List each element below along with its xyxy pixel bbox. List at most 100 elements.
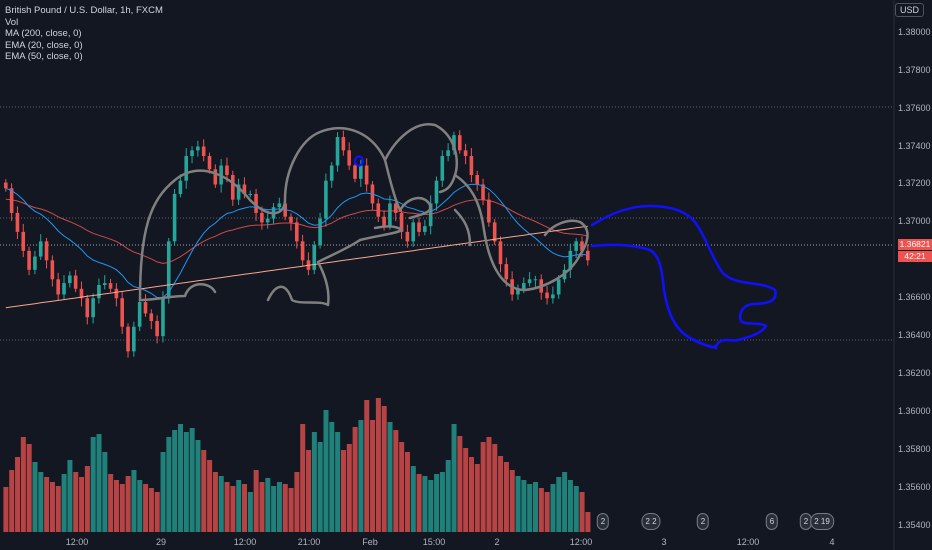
candle-body (236, 184, 241, 200)
event-marker[interactable]: 2 2 (641, 513, 661, 530)
candle-body (126, 326, 130, 352)
volume-bar (20, 437, 26, 532)
price-tick: 1.37000 (898, 216, 931, 227)
candle-body (393, 203, 398, 213)
legend-ma200[interactable]: MA (200, close, 0) (5, 28, 82, 39)
volume-bar (49, 482, 55, 532)
event-marker[interactable]: 2 19 (810, 513, 834, 530)
volume-bar (364, 400, 370, 532)
volume-bar (282, 484, 288, 532)
candle-body (254, 193, 258, 213)
volume-bar (562, 472, 568, 532)
candle-body (207, 156, 212, 170)
volume-bar (230, 486, 236, 532)
candle-body (178, 180, 183, 194)
candle-body (73, 275, 78, 289)
countdown-tag: 42:21 (898, 251, 932, 262)
candle-body (353, 165, 357, 179)
candle-body (417, 222, 421, 232)
candle-body (213, 169, 218, 185)
time-tick: 15:00 (422, 537, 446, 547)
gray-sketch-stroke (266, 238, 362, 307)
gray-sketch-stroke (453, 173, 589, 292)
volume-bar (381, 406, 387, 532)
event-marker[interactable]: 2 (696, 513, 710, 530)
volume-bar (538, 488, 544, 532)
volume-bar (79, 477, 85, 532)
candle-body (91, 298, 95, 318)
volume-bar (370, 420, 376, 532)
price-tick: 1.35400 (898, 519, 931, 530)
volume-bar (113, 480, 119, 532)
event-marker[interactable]: 2 (596, 513, 610, 530)
volume-bar (201, 450, 207, 532)
candle-body (568, 250, 573, 270)
volume-bar (410, 466, 416, 532)
candle-body (190, 150, 194, 157)
volume-bar (212, 472, 218, 532)
volume-bar (125, 476, 131, 532)
price-tick: 1.35600 (898, 481, 931, 492)
volume-bar (84, 466, 90, 532)
candle-body (446, 150, 450, 157)
price-tick: 1.36200 (898, 368, 931, 379)
candle-body (556, 279, 561, 295)
candle-body (359, 165, 363, 179)
blue-projection-upper (590, 204, 777, 349)
volume-bar (218, 476, 224, 532)
candle-body (527, 279, 532, 284)
volume-bar (67, 460, 73, 532)
volume-bar (108, 474, 114, 532)
gray-sketch-stroke (138, 127, 402, 302)
candle-body (50, 260, 55, 280)
price-tick: 1.37800 (898, 64, 931, 75)
volume-bar (469, 457, 474, 532)
volume-bar (428, 480, 434, 532)
volume-bar (503, 462, 509, 532)
candle-body (440, 156, 445, 181)
candle-body (38, 241, 43, 257)
volume-bar (131, 470, 137, 532)
legend-ema50[interactable]: EMA (50, close, 0) (5, 51, 83, 62)
volume-bar (73, 472, 79, 532)
volume-bar (242, 484, 248, 532)
legend-ema20[interactable]: EMA (20, close, 0) (5, 39, 83, 51)
time-tick: 12:00 (65, 537, 89, 547)
volume-bar (189, 428, 195, 532)
legend-vol[interactable]: Vol (5, 16, 19, 28)
candle-body (423, 226, 427, 232)
gray-sketch-stroke (383, 122, 459, 194)
candle-body (102, 283, 107, 285)
volume-bar (3, 487, 9, 532)
candle-body (498, 241, 503, 265)
candle-body (516, 288, 520, 295)
candle-body (329, 165, 334, 181)
candle-body (521, 283, 526, 289)
time-tick: 21:00 (297, 537, 321, 547)
volume-bar (492, 444, 498, 532)
candle-body (428, 203, 433, 227)
candle-body (108, 283, 113, 289)
currency-button[interactable]: USD (894, 3, 924, 17)
symbol-title[interactable]: British Pound / U.S. Dollar, 1h, FXCM (5, 5, 163, 16)
volume-bar (422, 476, 428, 532)
candle-body (184, 156, 189, 181)
time-tick: 12:00 (736, 537, 760, 547)
volume-bar (306, 450, 312, 532)
volume-bar (96, 434, 102, 532)
last-price-tag: 1.36821 (898, 239, 932, 250)
price-tick: 1.36400 (898, 330, 931, 341)
candle-body (56, 279, 60, 295)
candle-body (289, 216, 293, 223)
volume-bar (399, 442, 405, 532)
volume-bar (271, 486, 277, 532)
volume-bar (329, 422, 335, 532)
candle-body (155, 321, 159, 337)
candle-body (4, 182, 8, 189)
event-marker[interactable]: 6 (765, 513, 779, 530)
candle-body (114, 288, 119, 299)
volume-bar (585, 512, 591, 532)
candle-body (166, 241, 171, 299)
volume-bar (416, 474, 422, 532)
